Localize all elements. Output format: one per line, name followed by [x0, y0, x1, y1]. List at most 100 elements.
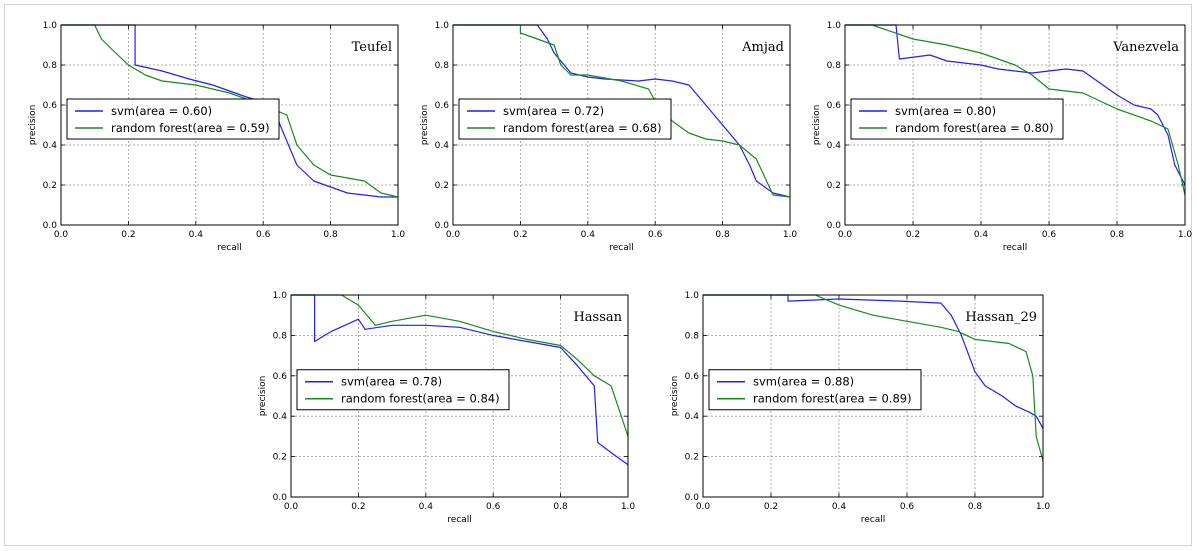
y-tick-label: 0.2	[273, 453, 287, 463]
x-tick-label: 0.6	[648, 230, 663, 240]
legend-entry: random forest(area = 0.89)	[753, 392, 912, 406]
chart-hassan: 0.0 0.2 0.4 0.6 0.8 1.0 0.0 0.2 0.4 0.6 0.8 1.0 Hass…	[258, 291, 635, 525]
y-axis-label: precision	[420, 105, 430, 146]
series-line-random-forest	[61, 24, 399, 198]
x-tick-label: 0.2	[906, 230, 920, 240]
y-tick-label: 0.0	[43, 221, 58, 231]
x-tick-label: 1.0	[783, 230, 798, 240]
legend-entry: svm(area = 0.78)	[341, 375, 442, 389]
y-tick-label: 0.8	[273, 331, 288, 341]
x-tick-label: 0.4	[189, 230, 204, 240]
legend-entry: svm(area = 0.80)	[895, 104, 996, 118]
chart-hassan-29: 0.0 0.2 0.4 0.6 0.8 1.0 0.0 0.2 0.4 0.6 0.8 1.0 Hass…	[670, 291, 1050, 525]
y-tick-label: 0.6	[435, 101, 450, 111]
y-axis-label: precision	[812, 105, 822, 146]
x-axis-label: recall	[447, 515, 472, 525]
legend-entry: random forest(area = 0.68)	[503, 121, 662, 135]
y-tick-label: 0.2	[435, 181, 449, 191]
plot-frame	[452, 24, 791, 226]
x-tick-label: 0.8	[715, 230, 730, 240]
chart-vanezvela: 0.0 0.2 0.4 0.6 0.8 1.0 0.0 0.2 0.4 0.6 0.8 1.0 Vane…	[812, 21, 1192, 253]
y-tick-label: 0.4	[273, 412, 288, 422]
figure: 0.0 0.2 0.4 0.6 0.8 1.0 0.0 0.2 0.4 0.6 0.8 1.0 Teuf…	[4, 4, 1192, 546]
y-tick-label: 0.8	[827, 61, 842, 71]
y-tick-label: 1.0	[685, 291, 700, 301]
legend-box	[296, 369, 510, 411]
x-tick-label: 0.0	[696, 502, 711, 512]
plot-frame	[290, 294, 629, 498]
y-tick-label: 1.0	[827, 21, 842, 31]
y-tick-label: 0.0	[435, 221, 450, 231]
legend-box	[708, 369, 922, 411]
y-tick-label: 0.0	[827, 221, 842, 231]
y-tick-label: 0.2	[685, 453, 699, 463]
y-tick-label: 0.4	[685, 412, 700, 422]
series-line-random-forest	[453, 24, 791, 198]
y-tick-label: 0.8	[43, 61, 58, 71]
series-line-random-forest	[845, 24, 1186, 196]
x-tick-label: 0.4	[581, 230, 596, 240]
x-tick-label: 1.0	[1036, 502, 1051, 512]
x-axis-label: recall	[861, 515, 886, 525]
plot-frame	[702, 294, 1044, 498]
chart-amjad: 0.0 0.2 0.4 0.6 0.8 1.0 0.0 0.2 0.4 0.6 0.8 1.0 Amja…	[420, 21, 797, 253]
y-axis-label: precision	[258, 376, 268, 417]
x-tick-label: 0.4	[419, 502, 434, 512]
series-line-svm	[703, 294, 1044, 429]
y-tick-label: 0.6	[827, 101, 842, 111]
x-axis-label: recall	[1003, 243, 1028, 253]
y-tick-label: 0.4	[43, 141, 58, 151]
y-tick-label: 1.0	[43, 21, 58, 31]
x-tick-label: 0.0	[838, 230, 853, 240]
plot-frame	[60, 24, 399, 226]
x-tick-label: 0.2	[121, 230, 135, 240]
y-tick-label: 0.6	[43, 101, 58, 111]
y-tick-label: 0.6	[273, 372, 288, 382]
x-tick-label: 0.6	[900, 502, 915, 512]
chart-title: Vanezvela	[1112, 40, 1179, 55]
y-tick-label: 0.0	[273, 493, 288, 503]
x-tick-label: 0.6	[486, 502, 501, 512]
plot-frame	[844, 24, 1186, 226]
x-tick-label: 0.2	[764, 502, 778, 512]
y-tick-label: 0.4	[435, 141, 450, 151]
x-tick-label: 0.8	[1110, 230, 1125, 240]
x-tick-label: 0.2	[513, 230, 527, 240]
x-tick-label: 0.0	[284, 502, 299, 512]
chart-title: Teufel	[352, 40, 392, 55]
y-tick-label: 0.2	[827, 181, 841, 191]
x-tick-label: 0.6	[1042, 230, 1057, 240]
chart-title: Hassan	[573, 310, 622, 325]
chart-title: Amjad	[741, 40, 784, 55]
x-tick-label: 1.0	[1178, 230, 1193, 240]
chart-teufel: 0.0 0.2 0.4 0.6 0.8 1.0 0.0 0.2 0.4 0.6 0.8 1.0 Teuf…	[28, 21, 405, 253]
y-axis-label: precision	[670, 376, 680, 417]
x-tick-label: 1.0	[621, 502, 636, 512]
x-axis-label: recall	[217, 243, 242, 253]
series-line-svm	[453, 24, 791, 198]
chart-title: Hassan_29	[965, 310, 1037, 325]
x-tick-label: 0.8	[968, 502, 983, 512]
series-line-random-forest	[703, 294, 1044, 461]
legend-entry: random forest(area = 0.80)	[895, 121, 1054, 135]
legend-entry: svm(area = 0.72)	[503, 104, 604, 118]
legend-box	[458, 98, 672, 140]
x-tick-label: 1.0	[391, 230, 406, 240]
x-tick-label: 0.4	[832, 502, 847, 512]
x-tick-label: 0.8	[323, 230, 338, 240]
legend-entry: svm(area = 0.60)	[111, 104, 212, 118]
y-tick-label: 0.6	[685, 372, 700, 382]
series-line-svm	[845, 24, 1186, 186]
x-tick-label: 0.6	[256, 230, 271, 240]
y-tick-label: 0.8	[435, 61, 450, 71]
y-tick-label: 0.0	[685, 493, 700, 503]
legend-entry: random forest(area = 0.84)	[341, 392, 500, 406]
legend-box	[66, 98, 280, 140]
series-line-random-forest	[291, 294, 629, 437]
x-tick-label: 0.8	[553, 502, 568, 512]
series-line-svm	[291, 294, 629, 466]
legend-entry: random forest(area = 0.59)	[111, 121, 270, 135]
legend-entry: svm(area = 0.88)	[753, 375, 854, 389]
y-tick-label: 1.0	[435, 21, 450, 31]
y-tick-label: 0.8	[685, 331, 700, 341]
